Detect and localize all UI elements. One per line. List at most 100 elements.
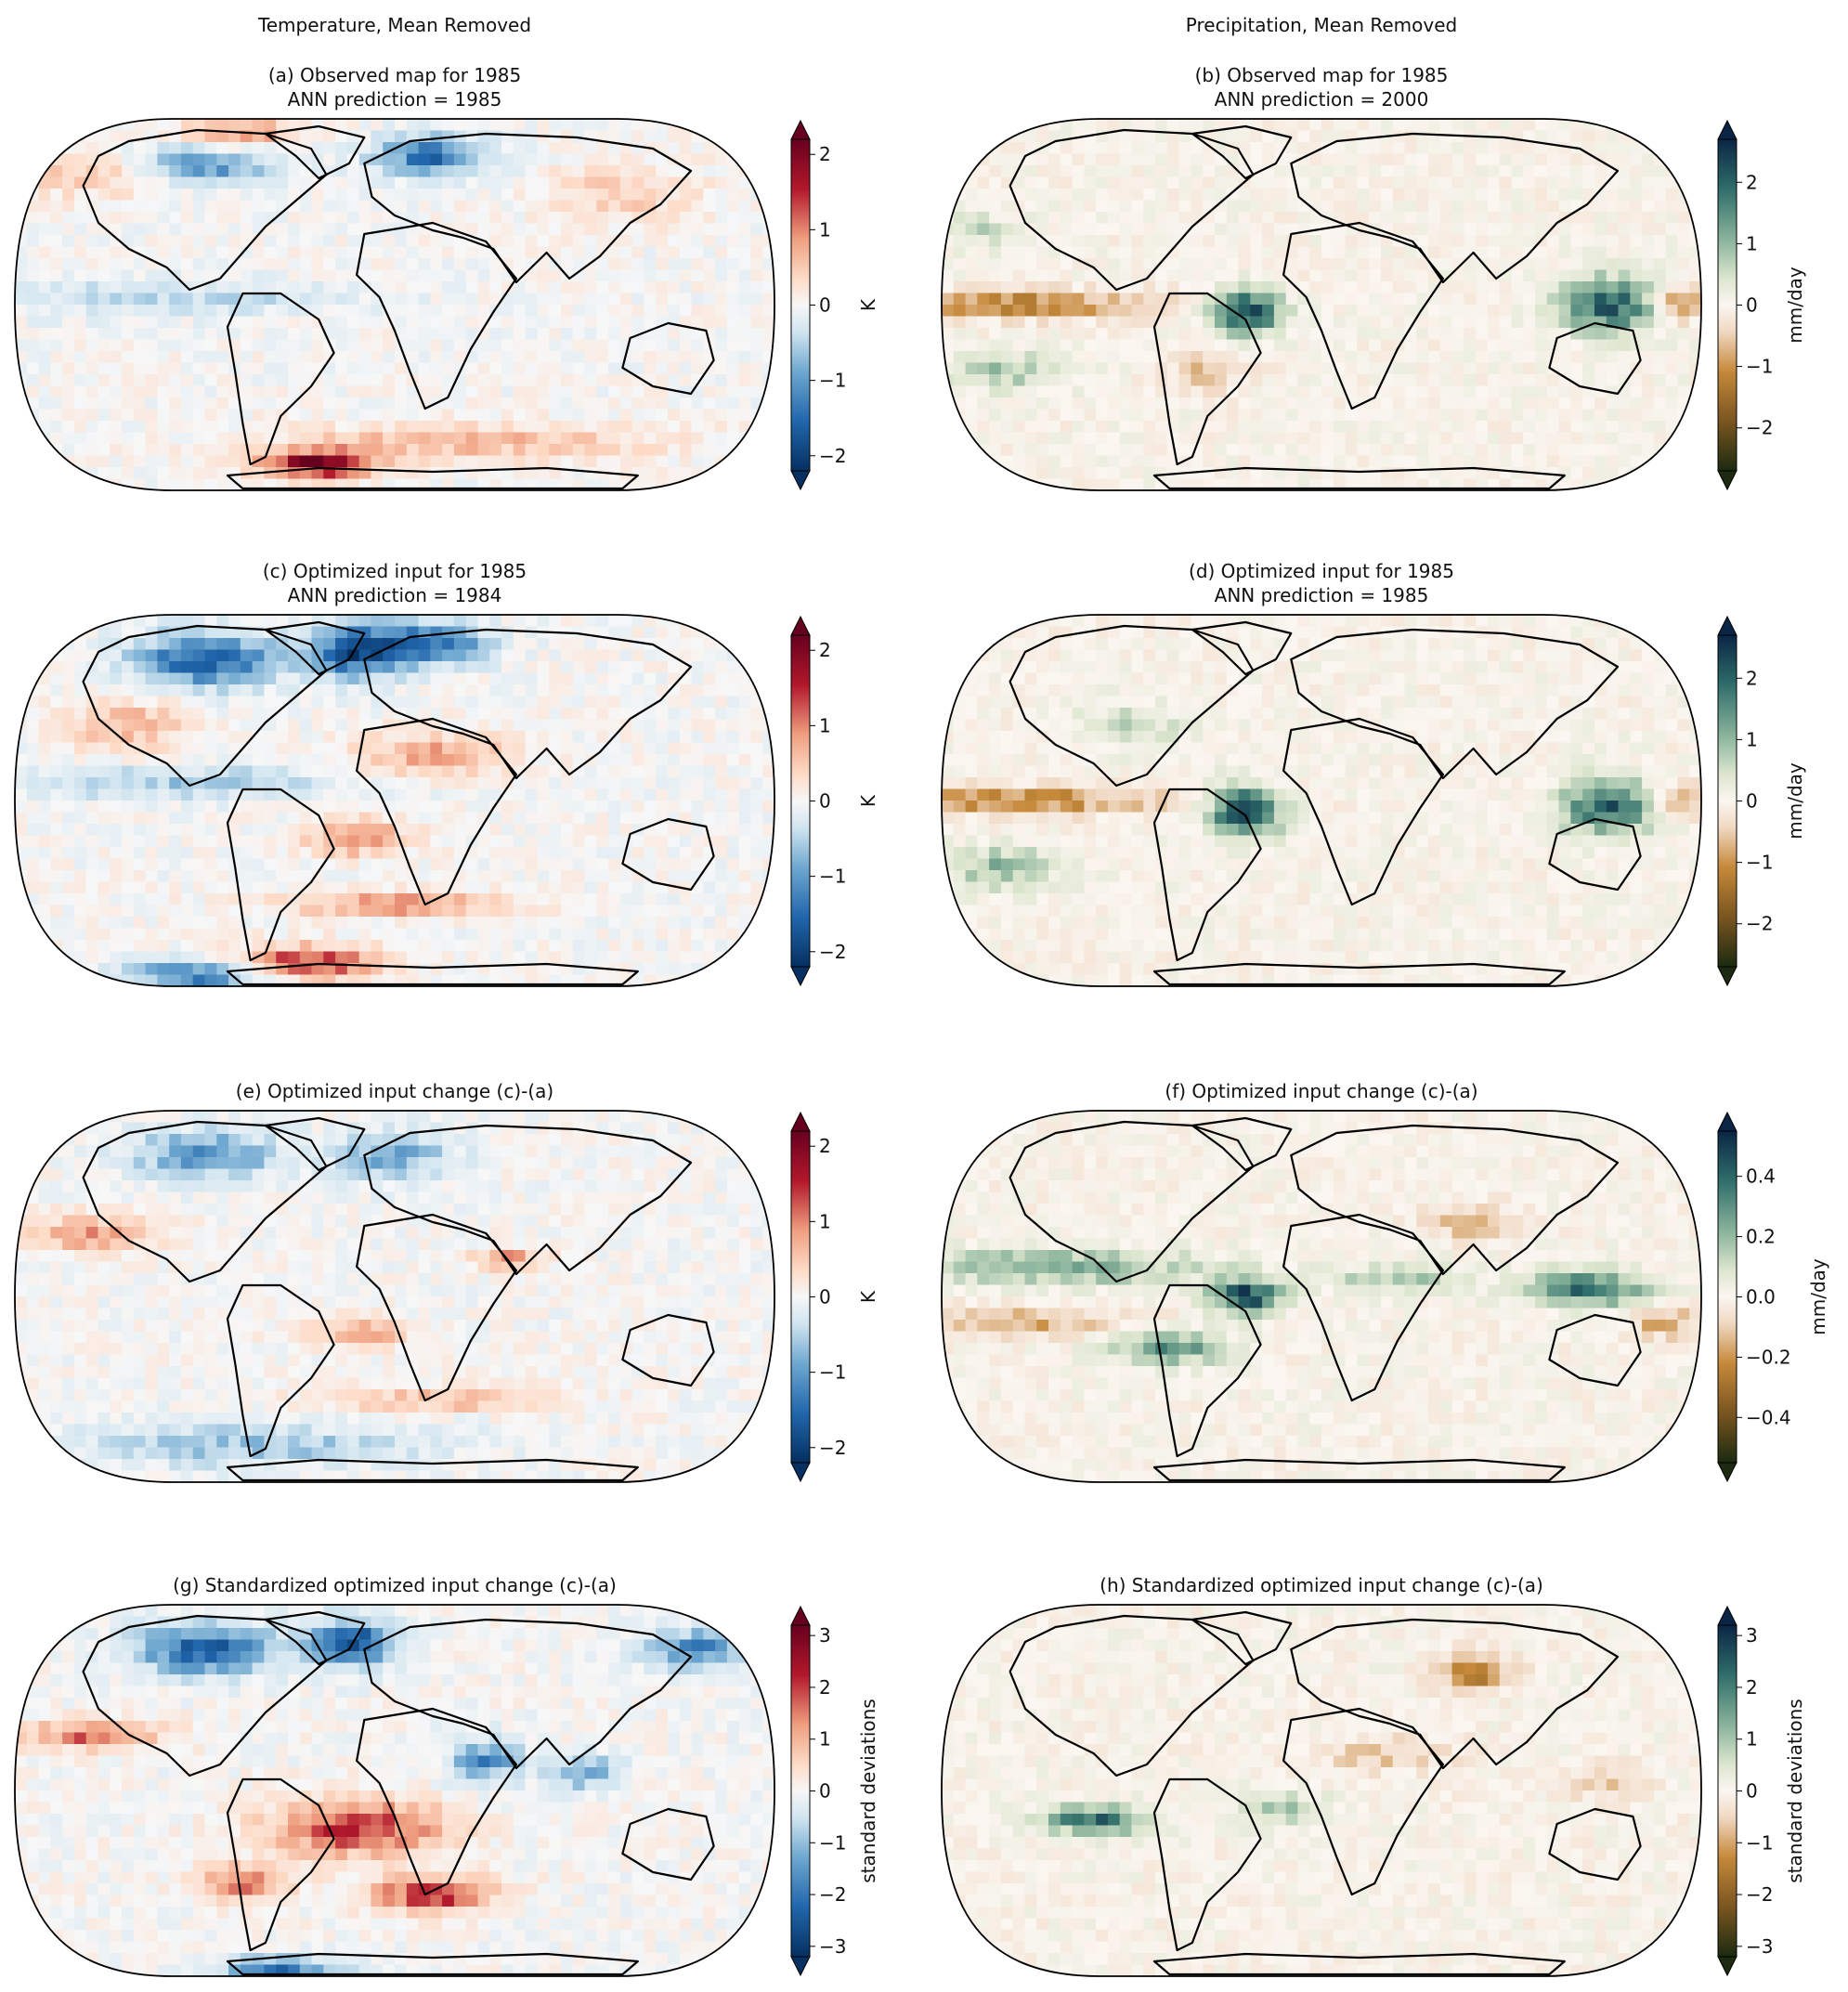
panel-subtitle: ANN prediction = 1985	[1215, 584, 1429, 606]
coastline-samerica	[226, 1777, 335, 1952]
coastline-samerica	[226, 788, 335, 962]
colorbar-tick-label: 2	[1746, 171, 1758, 193]
coastline-samerica	[1152, 788, 1262, 962]
map-field	[15, 615, 774, 986]
colorbar-label: K	[857, 298, 879, 311]
colorbar-tick-label: −0.4	[1746, 1406, 1791, 1428]
colorbar-extend-max	[1717, 119, 1737, 140]
coastline-africa	[356, 221, 517, 410]
colorbar-extend-max	[1717, 615, 1737, 636]
coastline-greenland	[264, 1610, 366, 1666]
colorbar-label: mm/day	[1784, 267, 1806, 344]
coastline-eurasia	[363, 628, 693, 780]
coastline-greenland	[1191, 620, 1293, 676]
colorbar-tick-label: 2	[819, 1135, 831, 1157]
colorbar-tick-label: −3	[819, 1935, 846, 1958]
coastline-namerica	[82, 1614, 328, 1777]
coastline-namerica	[82, 624, 328, 788]
map-field	[942, 615, 1701, 986]
header-precipitation: Precipitation, Mean Removed	[1186, 14, 1457, 36]
colorbar-bar	[1717, 138, 1737, 472]
coastline-greenland	[1191, 1610, 1293, 1666]
coastline-australia	[621, 321, 715, 396]
colorbar-extend-min	[1717, 966, 1737, 987]
coastline-antarctica	[1152, 962, 1566, 986]
coastline-africa	[356, 1213, 517, 1402]
colorbar-tick-label: 0	[1746, 790, 1758, 813]
colorbar-tick-label: 1	[819, 218, 831, 241]
colorbar-tick-label: 0	[819, 1780, 831, 1803]
colorbar-label: mm/day	[1807, 1258, 1829, 1335]
coastline-africa	[356, 717, 517, 906]
panel-f: (f) Optimized input change (c)-(a) 0.4 0.2…	[941, 1080, 1829, 1483]
colorbar-tick-label: 1	[819, 1728, 831, 1751]
colorbar-tick-label: −1	[819, 866, 846, 888]
coastline-greenland	[264, 124, 366, 180]
colorbar-tick-label: 0.2	[1746, 1226, 1776, 1248]
colorbar-tick-label: −1	[1746, 852, 1773, 874]
panel-e: (e) Optimized input change (c)-(a) 2 1 0 −1 −…	[14, 1080, 879, 1483]
colorbar-tick-label: −2	[1746, 1883, 1773, 1906]
colorbar-tick-label: 1	[819, 1210, 831, 1232]
colorbar-extend-min	[1717, 470, 1737, 491]
colorbar-tick-label: 2	[819, 1676, 831, 1699]
map-border	[14, 614, 775, 987]
colorbar-extend-min	[790, 1462, 811, 1483]
map-border	[14, 1604, 775, 1977]
map-field	[942, 1605, 1701, 1976]
colorbar-tick-label: −2	[819, 1883, 846, 1906]
coastline-australia	[621, 1807, 715, 1881]
coastline-eurasia	[363, 1618, 693, 1770]
coastlines	[1009, 1116, 1642, 1482]
panel-subtitle: ANN prediction = 1984	[288, 584, 502, 606]
panel-subtitle: ANN prediction = 2000	[1215, 88, 1429, 111]
coastline-australia	[621, 1313, 715, 1387]
coastline-antarctica	[226, 1458, 639, 1482]
panel-title: (h) Standardized optimized input change …	[1100, 1574, 1543, 1596]
panel-g: (g) Standardized optimized input change …	[14, 1574, 879, 1977]
map-border	[941, 614, 1702, 987]
colorbar-tick-label: 0	[819, 294, 831, 317]
colorbar: 3 2 1 0 −1 −2 −3 standard deviations	[1717, 1605, 1806, 1977]
coastline-samerica	[226, 1283, 335, 1458]
colorbar-tick-label: −1	[819, 370, 846, 392]
colorbar-label: standard deviations	[1784, 1699, 1806, 1882]
colorbar-tick-label: 3	[819, 1624, 831, 1647]
colorbar-tick-label: 2	[819, 143, 831, 165]
coastline-eurasia	[363, 132, 693, 284]
colorbar: 2 1 0 −1 −2 mm/day	[1717, 119, 1806, 491]
coastline-australia	[1548, 817, 1642, 892]
colorbar-tick-label: 0	[819, 1286, 831, 1308]
colorbar: 2 1 0 −1 −2 K	[790, 1111, 879, 1483]
colorbar-extend-max	[790, 1605, 811, 1626]
colorbar-tick-label: 2	[1746, 667, 1758, 689]
colorbar-tick-label: −2	[819, 445, 846, 467]
colorbar-bar	[1717, 1624, 1737, 1958]
coastlines	[1009, 1610, 1642, 1976]
colorbar: 2 1 0 −1 −2 K	[790, 615, 879, 987]
coastline-namerica	[82, 1120, 328, 1283]
colorbar-extend-max	[790, 119, 811, 140]
coastline-greenland	[264, 620, 366, 676]
colorbar-bar	[1717, 634, 1737, 968]
coastline-eurasia	[1290, 628, 1620, 780]
map-border	[941, 1110, 1702, 1483]
colorbar-tick-label: 0.0	[1746, 1286, 1776, 1308]
colorbar-tick-label: −2	[819, 1437, 846, 1459]
map-field	[15, 1111, 774, 1482]
colorbar-extend-min	[1717, 1462, 1737, 1483]
colorbar: 2 1 0 −1 −2 K	[790, 119, 879, 491]
map-field	[942, 1111, 1701, 1482]
panel-title: (c) Optimized input for 1985	[263, 560, 527, 582]
coastline-namerica	[1009, 128, 1255, 292]
colorbar-label: mm/day	[1784, 762, 1806, 840]
colorbar-label: standard deviations	[857, 1699, 879, 1882]
coastline-namerica	[1009, 1120, 1255, 1283]
colorbar-tick-label: 1	[1746, 1728, 1758, 1751]
coastline-antarctica	[1152, 1458, 1566, 1482]
coastline-samerica	[1152, 1283, 1262, 1458]
colorbar-tick-label: −1	[819, 1831, 846, 1854]
colorbar-tick-label: 0.4	[1746, 1165, 1776, 1188]
